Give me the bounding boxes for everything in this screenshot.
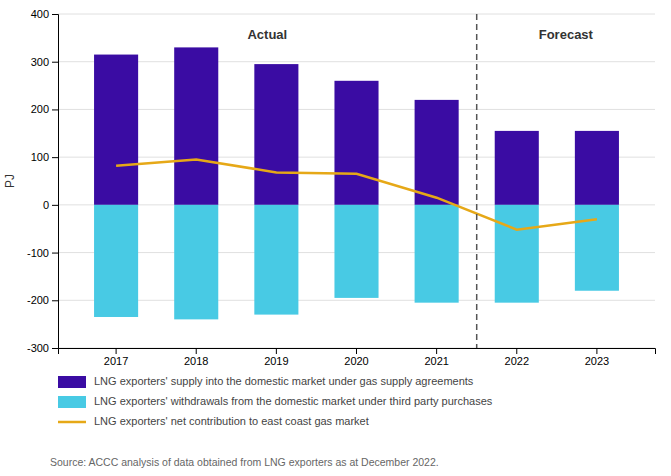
legend-swatch <box>58 376 86 388</box>
y-tick: -200 <box>27 294 58 306</box>
x-axis: 2017 2018 2019 2020 2021 2022 2023 <box>59 348 656 367</box>
x-tick-mark <box>196 348 197 354</box>
bar <box>254 205 298 315</box>
y-tick-label: 100 <box>31 151 49 163</box>
bar <box>415 205 459 303</box>
x-tick-mark <box>356 348 357 354</box>
grid-line <box>58 300 655 301</box>
y-tick-label: 300 <box>31 56 49 68</box>
grid <box>58 14 655 348</box>
x-tick-label: 2020 <box>344 355 368 367</box>
bar <box>254 64 298 205</box>
x-tick-label: 2018 <box>184 355 208 367</box>
legend-swatch <box>58 421 86 424</box>
y-tick: -300 <box>27 342 58 354</box>
bar <box>334 81 378 205</box>
y-tick-mark <box>52 109 58 110</box>
y-tick-label: -100 <box>27 247 49 259</box>
x-tick-label: 2019 <box>264 355 288 367</box>
legend-label: LNG exporters' supply into the domestic … <box>94 375 474 387</box>
annotation: Actual <box>247 27 287 42</box>
bar-series <box>94 47 619 204</box>
y-tick: 100 <box>31 151 58 163</box>
x-tick: 2022 <box>505 348 529 367</box>
line <box>116 160 597 230</box>
bar <box>575 205 619 291</box>
legend-item: LNG exporters' withdrawals from the dome… <box>58 395 493 408</box>
x-tick-mark <box>116 348 117 354</box>
bar <box>495 131 539 205</box>
y-tick-label: -300 <box>27 342 49 354</box>
legend-item: LNG exporters' net contribution to east … <box>58 415 369 427</box>
bar <box>334 205 378 298</box>
bar <box>174 205 218 320</box>
grid-line <box>58 14 655 15</box>
x-tick-label: 2017 <box>104 355 128 367</box>
x-tick: 2020 <box>344 348 368 367</box>
x-tick: 2019 <box>264 348 288 367</box>
x-tick-mark <box>276 348 277 354</box>
legend-swatch <box>58 396 86 408</box>
legend: LNG exporters' supply into the domestic … <box>58 375 493 427</box>
divider <box>476 14 478 348</box>
bar <box>94 55 138 205</box>
y-tick-mark <box>52 205 58 206</box>
y-tick-label: -200 <box>27 294 49 306</box>
x-tick: 2018 <box>184 348 208 367</box>
x-tick-mark <box>436 348 437 354</box>
x-tick-label: 2021 <box>424 355 448 367</box>
bar-series <box>94 205 619 320</box>
legend-item: LNG exporters' supply into the domestic … <box>58 375 474 388</box>
plot: -300 -200 -100 0 100 200 300 400 2017 2018 2019 202… <box>3 8 656 367</box>
y-axis-line <box>52 15 59 349</box>
legend-label: LNG exporters' net contribution to east … <box>94 415 369 427</box>
bar <box>94 205 138 317</box>
grid-line <box>58 61 655 62</box>
y-tick: -100 <box>27 247 58 259</box>
bar <box>415 100 459 205</box>
y-tick: 200 <box>31 103 58 115</box>
x-tick-mark <box>596 348 597 354</box>
y-axis-title: PJ <box>3 174 17 188</box>
y-axis: -300 -200 -100 0 100 200 300 400 <box>27 8 59 354</box>
x-tick: 2021 <box>424 348 448 367</box>
chart: -300 -200 -100 0 100 200 300 400 2017 2018 2019 202… <box>0 0 671 476</box>
y-tick-label: 0 <box>43 199 49 211</box>
legend-label: LNG exporters' withdrawals from the dome… <box>94 395 493 407</box>
y-tick-mark <box>52 62 58 63</box>
x-tick-label: 2022 <box>505 355 529 367</box>
x-tick: 2023 <box>585 348 609 367</box>
bar <box>174 47 218 204</box>
y-tick-mark <box>52 348 58 349</box>
y-tick-mark <box>52 300 58 301</box>
y-tick: 300 <box>31 56 58 68</box>
x-axis-line <box>59 349 656 355</box>
marks <box>94 47 619 319</box>
bar <box>495 205 539 303</box>
annotation: Forecast <box>539 27 594 42</box>
source: Source: ACCC analysis of data obtained f… <box>50 456 439 468</box>
x-tick-label: 2023 <box>585 355 609 367</box>
y-tick: 0 <box>43 199 58 211</box>
y-tick-mark <box>52 157 58 158</box>
bar <box>575 131 619 205</box>
x-tick-mark <box>516 348 517 354</box>
y-tick-label: 400 <box>31 8 49 20</box>
x-tick: 2017 <box>104 348 128 367</box>
y-tick-label: 200 <box>31 103 49 115</box>
y-tick-mark <box>52 253 58 254</box>
y-tick-mark <box>52 14 58 15</box>
y-tick: 400 <box>31 8 58 20</box>
